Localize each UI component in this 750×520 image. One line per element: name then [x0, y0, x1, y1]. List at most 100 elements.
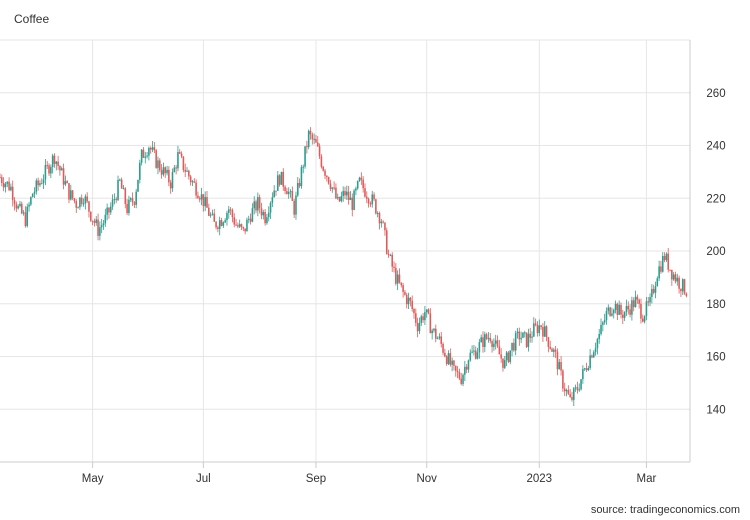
candle-body: [667, 253, 670, 270]
candle-body: [180, 153, 183, 157]
x-tick-label: 2023: [526, 473, 552, 485]
candle-body: [554, 349, 557, 352]
candle-body: [131, 198, 134, 203]
candle-body: [220, 220, 223, 226]
candle-body: [482, 337, 484, 347]
candle-body: [238, 224, 241, 227]
candle-body: [513, 342, 515, 351]
candle-body: [39, 183, 41, 186]
candle-body: [280, 171, 283, 185]
candle-body: [336, 197, 339, 199]
x-tick-label: May: [82, 473, 104, 485]
candle-body: [4, 183, 7, 188]
candle-body: [623, 311, 626, 318]
candle-body: [625, 305, 628, 312]
candle-body: [425, 309, 428, 313]
candle-body: [108, 207, 110, 213]
candle-body: [0, 177, 1, 179]
candle-body: [652, 288, 655, 293]
candle-body: [456, 370, 459, 373]
candle-body: [467, 360, 470, 370]
candle-body: [645, 301, 648, 317]
candle-body: [523, 332, 526, 334]
candle-body: [674, 274, 677, 282]
candle-body: [598, 333, 601, 340]
candle-body: [387, 253, 390, 256]
candle-body: [73, 198, 76, 202]
candle-body: [46, 165, 49, 167]
candle-body: [676, 277, 679, 282]
candle-body: [507, 352, 510, 362]
candle-body: [320, 156, 323, 167]
candle-body: [583, 368, 586, 370]
candle-body: [168, 169, 170, 183]
candle-body: [284, 186, 286, 192]
candle-body: [376, 213, 379, 215]
candle-body: [405, 294, 408, 305]
candle-body: [640, 303, 642, 319]
candle-body: [249, 218, 252, 222]
candle-body: [264, 211, 266, 224]
candle-body: [129, 198, 132, 200]
candle-body: [616, 303, 619, 315]
candle-body: [529, 333, 532, 338]
candles: [0, 127, 688, 407]
candle-body: [258, 197, 261, 209]
candle-body: [266, 217, 268, 224]
candle-body: [556, 351, 559, 370]
candle-body: [298, 182, 301, 187]
candle-body: [15, 204, 18, 209]
candle-body: [89, 211, 92, 221]
candle-body: [496, 340, 499, 347]
candle-body: [484, 334, 486, 347]
candle-body: [683, 279, 686, 294]
candle-body: [273, 190, 275, 198]
candle-body: [451, 360, 453, 365]
candle-body: [631, 300, 633, 315]
candle-body: [440, 336, 443, 344]
candle-body: [75, 201, 78, 208]
candle-body: [681, 279, 684, 292]
candle-body: [534, 323, 537, 325]
candle-body: [277, 175, 279, 191]
candle-body: [505, 352, 508, 361]
candle-body: [255, 201, 257, 211]
candle-body: [494, 340, 497, 344]
candle-body: [478, 342, 481, 353]
candle-body: [603, 320, 606, 323]
candle-body: [661, 255, 664, 272]
candle-body: [547, 337, 550, 347]
candle-body: [634, 296, 637, 308]
candle-body: [124, 188, 127, 204]
candle-body: [50, 167, 52, 174]
candle-body: [429, 313, 432, 334]
candle-body: [422, 316, 424, 321]
candle-body: [420, 316, 423, 324]
candle-body: [680, 288, 682, 292]
candle-body: [244, 228, 246, 232]
x-axis: May Jul Sep Nov 2023 Mar: [0, 461, 690, 485]
candle-body: [209, 214, 212, 216]
candle-body: [342, 191, 344, 197]
candle-body: [302, 166, 305, 168]
y-tick-label: 160: [706, 352, 725, 364]
candle-body: [139, 162, 141, 180]
candle-body: [53, 155, 56, 164]
candle-body: [378, 213, 381, 224]
candle-body: [70, 190, 72, 200]
candle-body: [304, 146, 306, 167]
candle-body: [307, 130, 310, 148]
candle-body: [171, 171, 174, 189]
candle-body: [415, 313, 417, 323]
candle-body: [24, 212, 27, 227]
candle-body: [518, 331, 521, 340]
candle-body: [157, 160, 159, 168]
candle-body: [498, 346, 501, 355]
candle-body: [400, 282, 403, 286]
candle-body: [237, 225, 239, 227]
candle-body: [663, 255, 666, 261]
candle-body: [605, 311, 608, 321]
candle-body: [189, 176, 192, 183]
candle-body: [618, 304, 620, 315]
